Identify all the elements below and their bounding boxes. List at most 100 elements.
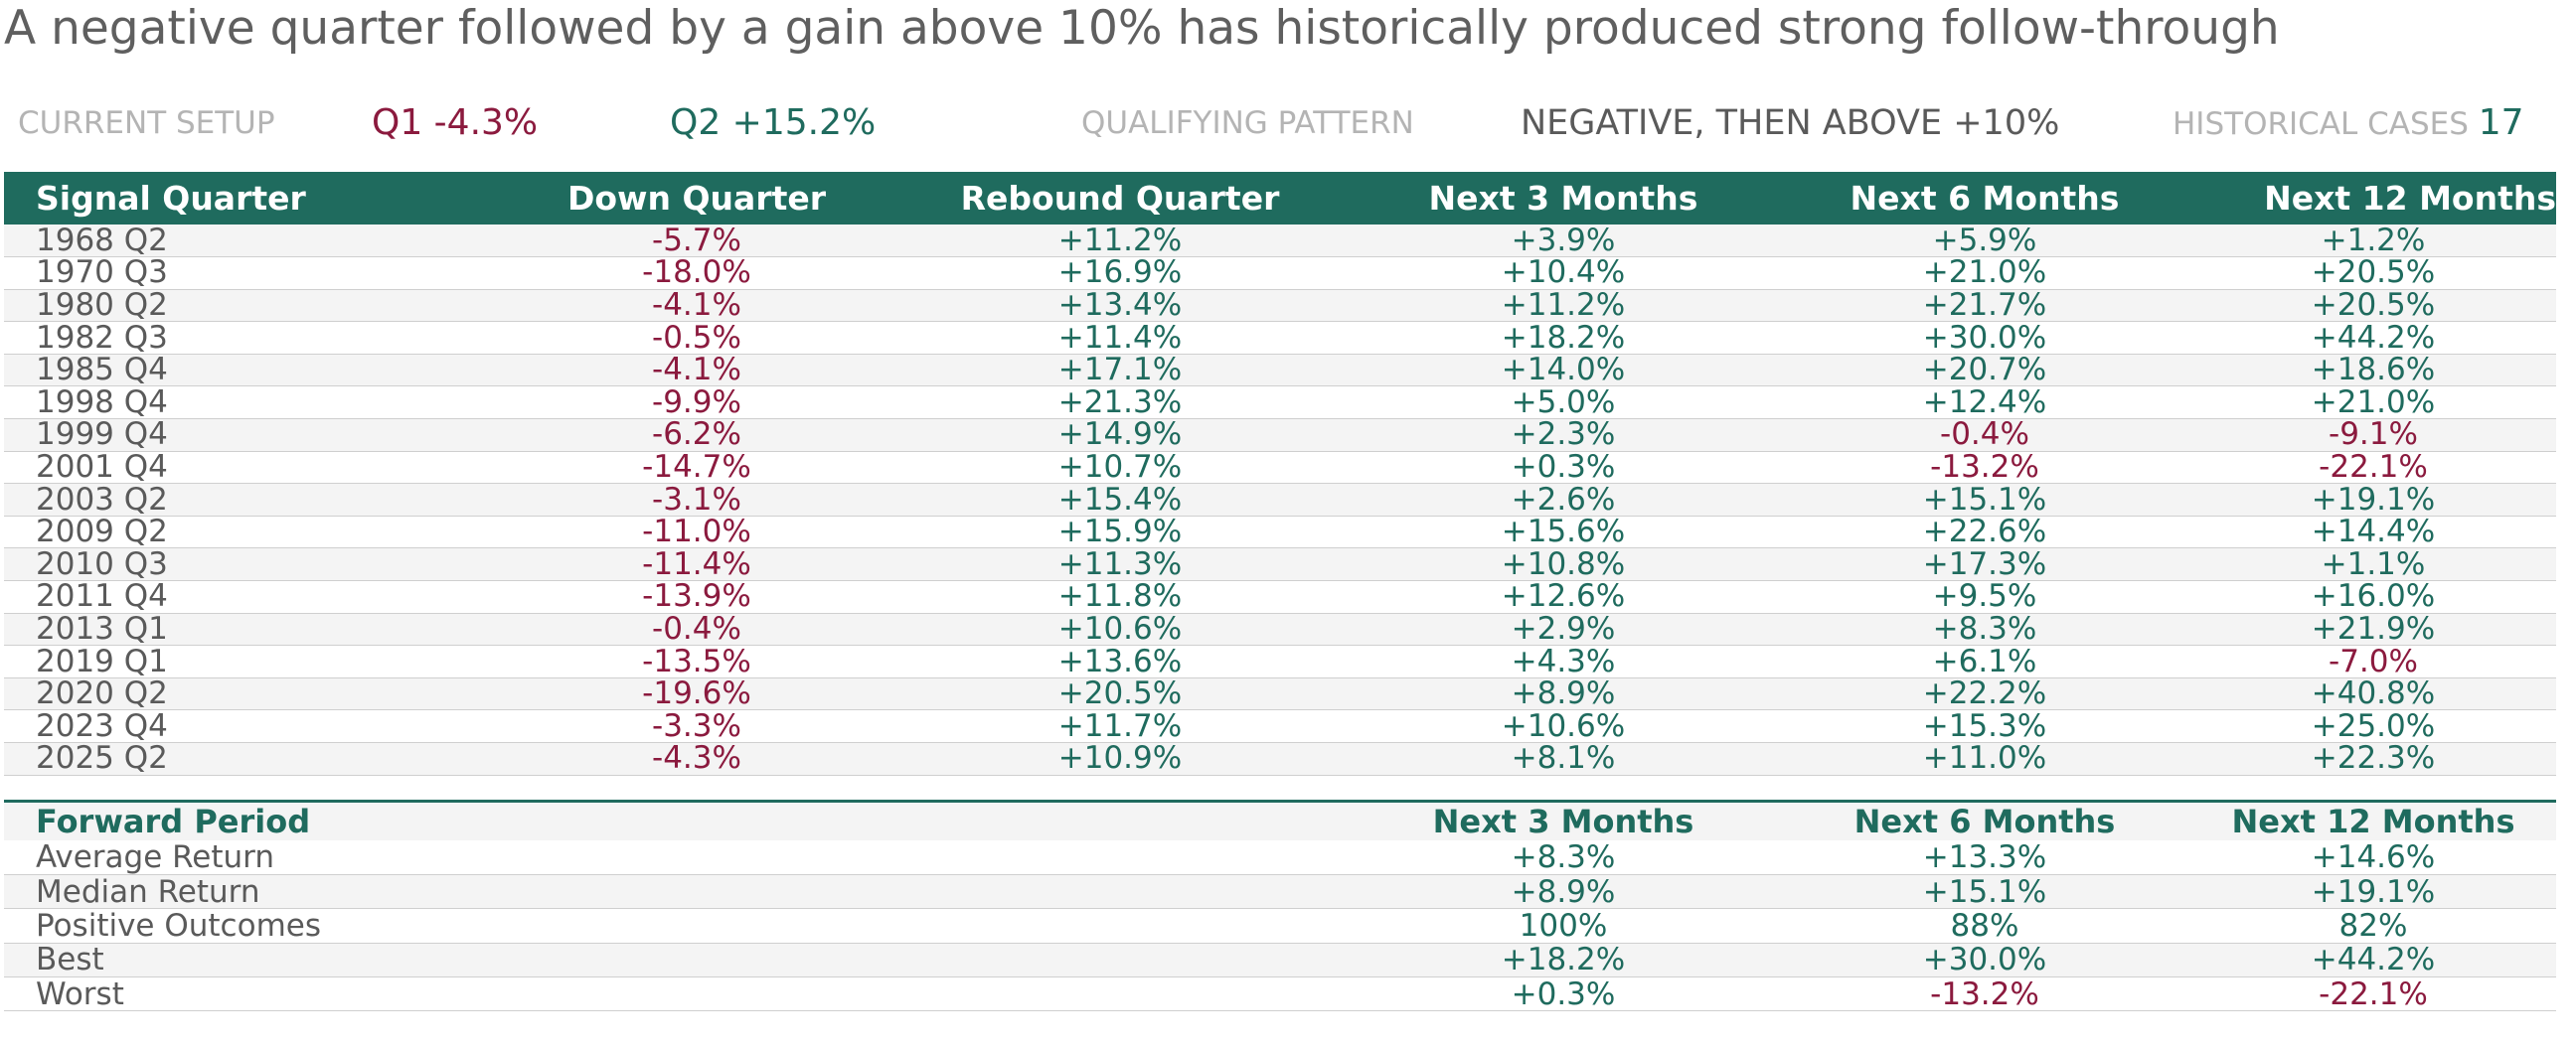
value-cell [892,943,1348,976]
value-cell: +44.2% [2311,943,2436,977]
value-cell: -0.5% [652,321,741,355]
value-cell: -11.0% [642,516,751,548]
value-cell: -13.5% [642,645,751,678]
value-cell: +2.3% [1511,418,1616,452]
value-cell: +12.6% [1501,580,1626,614]
value-cell: +0.3% [1511,451,1616,484]
row-label-cell: 1982 Q3 [36,321,168,355]
value-cell: -3.3% [652,709,741,743]
signal-table-body: 1968 Q2 -5.7% +11.2% +3.9% +5.9% +1.2% 1970 Q3… [4,225,2556,776]
value-cell: +10.6% [1501,709,1626,743]
signal-table-header-row: Signal Quarter Down Quarter Rebound Quarte… [4,172,2556,225]
value-cell: -13.9% [642,580,751,614]
row-label-cell: Average Return [36,840,275,875]
value-cell: +22.6% [1922,516,2047,548]
value-cell: +0.3% [1511,976,1616,1011]
value-cell: +1.1% [2321,547,2426,581]
value-cell: +20.5% [2311,289,2436,322]
value-cell: -4.3% [652,742,741,776]
column-header-next-3-months: Next 3 Months [1428,179,1698,218]
row-label-cell: 1998 Q4 [36,385,168,419]
value-cell: +40.8% [2311,677,2436,710]
value-cell: -0.4% [652,613,741,646]
table-row: 1998 Q4 -9.9% +21.3% +5.0% +12.4% +21.0% [4,385,2556,419]
value-cell: +11.3% [1057,547,1183,581]
value-cell: +14.6% [2311,840,2436,875]
value-cell [892,840,1348,874]
row-label-cell: 2009 Q2 [36,516,168,548]
value-cell: +8.3% [1932,613,2037,646]
value-cell: +11.7% [1057,709,1183,743]
value-cell: +19.1% [2311,483,2436,517]
value-cell: 100% [1519,908,1608,944]
current-q2-value: Q2 +15.2% [670,102,877,143]
signal-quarter-table: Signal Quarter Down Quarter Rebound Quarte… [4,172,2556,776]
value-cell: +5.9% [1932,225,2037,257]
column-header-rebound-quarter: Rebound Quarter [960,179,1280,218]
value-cell: +12.4% [1922,385,2047,419]
summary-table-header-row: Forward Period Next 3 Months Next 6 Months… [4,801,2556,841]
value-cell: -9.9% [652,385,741,419]
column-header-signal-quarter: Signal Quarter [36,179,306,218]
value-cell: -22.1% [2319,976,2428,1011]
value-cell: +21.7% [1922,289,2047,322]
table-row: 2019 Q1 -13.5% +13.6% +4.3% +6.1% -7.0% [4,645,2556,678]
value-cell: -14.7% [642,451,751,484]
value-cell: +3.9% [1511,225,1616,257]
value-cell: -13.2% [1930,451,2039,484]
value-cell: +30.0% [1922,943,2047,977]
value-cell: +30.0% [1922,321,2047,355]
value-cell: +1.2% [2321,225,2426,257]
row-label-cell: Median Return [36,874,260,909]
value-cell [501,840,892,874]
row-label-cell: 2020 Q2 [36,677,168,710]
value-cell: +21.9% [2311,613,2436,646]
table-row: 2001 Q4 -14.7% +10.7% +0.3% -13.2% -22.1% [4,451,2556,484]
summary-row: Median Return +8.9% +15.1% +19.1% [4,874,2556,909]
table-row: 1985 Q4 -4.1% +17.1% +14.0% +20.7% +18.6% [4,354,2556,386]
row-label-cell: 2011 Q4 [36,580,168,614]
value-cell: +17.1% [1057,354,1183,386]
value-cell [892,977,1348,1011]
table-row: 2025 Q2 -4.3% +10.9% +8.1% +11.0% +22.3% [4,742,2556,776]
table-row: 2003 Q2 -3.1% +15.4% +2.6% +15.1% +19.1% [4,483,2556,517]
summary-table-body: Average Return +8.3% +13.3% +14.6% Median Re… [4,840,2556,1011]
value-cell [501,909,892,943]
row-label-cell: 2025 Q2 [36,742,168,776]
summary-row: Positive Outcomes 100% 88% 82% [4,908,2556,944]
column-header-down-quarter: Down Quarter [566,179,827,218]
value-cell: +22.2% [1922,677,2047,710]
value-cell: +15.4% [1057,483,1183,517]
value-cell: +11.2% [1501,289,1626,322]
column-header-next-12-months: Next 12 Months [2264,179,2556,218]
value-cell: -5.7% [652,225,741,257]
value-cell: +18.6% [2311,354,2436,386]
value-cell: +6.1% [1932,645,2037,678]
value-cell: -4.1% [652,354,741,386]
value-cell: +11.8% [1057,580,1183,614]
summary-row: Worst +0.3% -13.2% -22.1% [4,976,2556,1011]
value-cell: +15.3% [1922,709,2047,743]
historical-cases-text: HISTORICAL CASES [2173,106,2469,142]
value-cell: -18.0% [642,256,751,290]
table-row: 1968 Q2 -5.7% +11.2% +3.9% +5.9% +1.2% [4,225,2556,257]
value-cell: +25.0% [2311,709,2436,743]
value-cell: +10.4% [1501,256,1626,290]
value-cell: +8.9% [1511,677,1616,710]
value-cell: +21.3% [1057,385,1183,419]
column-header-next-3-months: Next 3 Months [1432,803,1694,840]
table-row: 2023 Q4 -3.3% +11.7% +10.6% +15.3% +25.0% [4,709,2556,743]
value-cell: +10.6% [1057,613,1183,646]
row-label-cell: 1968 Q2 [36,225,168,257]
value-cell: +14.9% [1057,418,1183,452]
value-cell: +17.3% [1922,547,2047,581]
column-header-empty [892,802,1348,841]
row-label-cell: 2010 Q3 [36,547,168,581]
value-cell: +20.5% [1057,677,1183,710]
value-cell: +10.8% [1501,547,1626,581]
value-cell [501,977,892,1011]
row-label-cell: 1985 Q4 [36,354,168,386]
value-cell: -11.4% [642,547,751,581]
current-q1-value: Q1 -4.3% [372,102,539,143]
row-label-cell: 2019 Q1 [36,645,168,678]
